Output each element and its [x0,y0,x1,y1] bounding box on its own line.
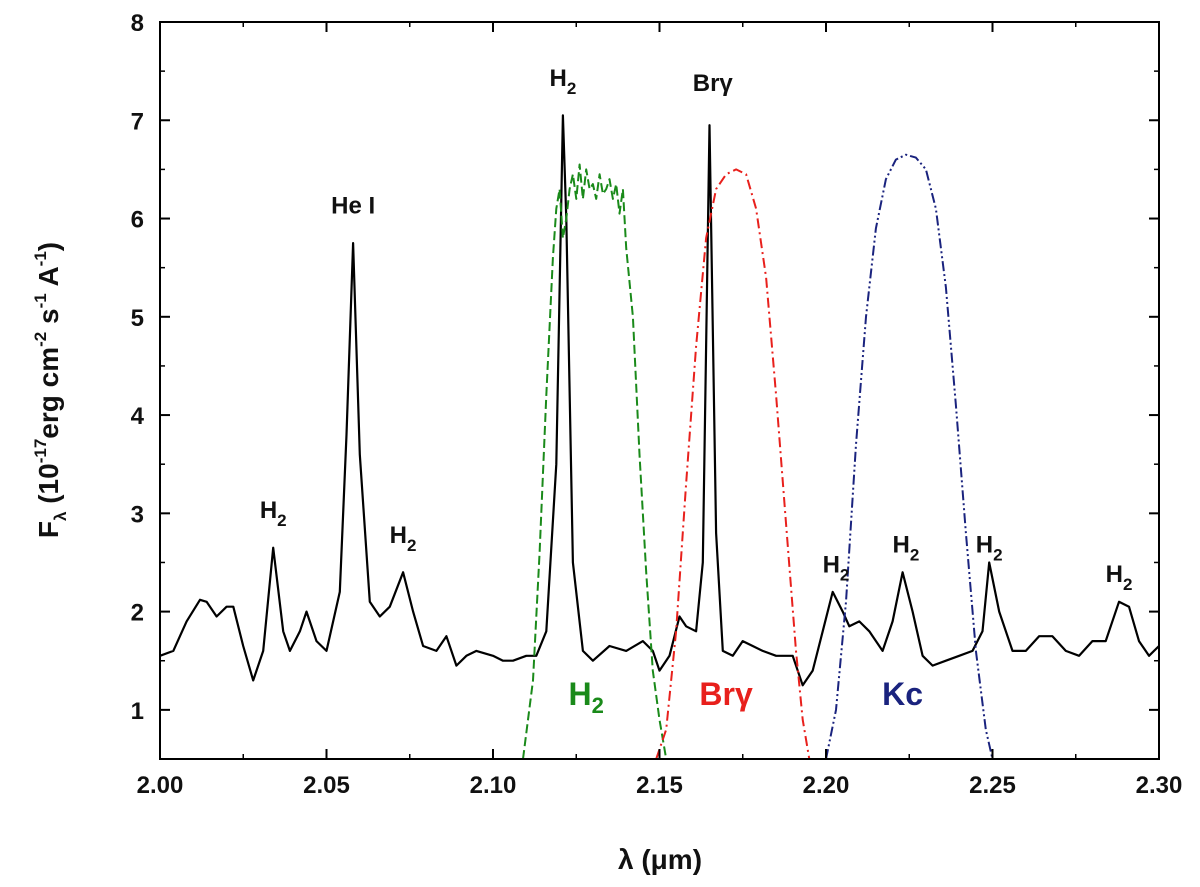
x-tick-label: 2.25 [969,772,1016,799]
spectrum-line [159,114,1160,687]
y-tick-label: 1 [131,698,144,725]
y-tick-label: 3 [131,501,144,528]
x-tick-label: 2.15 [636,772,683,799]
emission-line-label: H2 [390,522,417,555]
y-tick-label: 2 [131,600,144,627]
emission-line-label: H2 [823,551,850,584]
y-tick-label: 5 [131,305,144,332]
kc_filter-line [825,153,994,760]
axis-ticks [159,21,1160,759]
plot-lines [159,114,1160,760]
x-axis-title: λ (μm) [618,844,702,875]
y-tick-label: 8 [131,10,144,37]
x-tick-label: 2.05 [303,772,350,799]
h2_filter-line [522,163,668,760]
emission-line-label: H2 [550,65,577,98]
emission-line-label: H2 [976,532,1003,565]
emission-line-label: H2 [260,497,287,530]
emission-line-label: H2 [893,532,920,565]
brg_filter-line [655,168,811,760]
emission-line-label: He I [331,193,375,220]
axis-tick-labels: 2.00 2.05 2.10 2.15 2.20 2.25 2.30 1 2 3 4 5 6 7 8 [131,10,1183,799]
y-axis-title: Fλ (10-17erg cm-2 s-1 A-1) [31,242,70,538]
x-tick-label: 2.30 [1136,772,1183,799]
x-tick-label: 2.20 [803,772,850,799]
filter-label: H2 [569,676,604,718]
plot-frame [159,21,1160,760]
filter-label: Brγ [699,676,753,712]
x-tick-label: 2.10 [470,772,517,799]
y-tick-label: 4 [131,403,145,430]
y-tick-label: 7 [131,108,144,135]
x-tick-label: 2.00 [137,772,184,799]
filter-label: Kc [882,676,923,712]
emission-line-label: Brγ [693,70,734,97]
y-tick-label: 6 [131,207,144,234]
emission-line-label: H2 [1106,561,1133,594]
annotations: H2 He I H2 H2 Brγ H2 H2 H2 H2 H2 Brγ Kc [260,65,1133,718]
